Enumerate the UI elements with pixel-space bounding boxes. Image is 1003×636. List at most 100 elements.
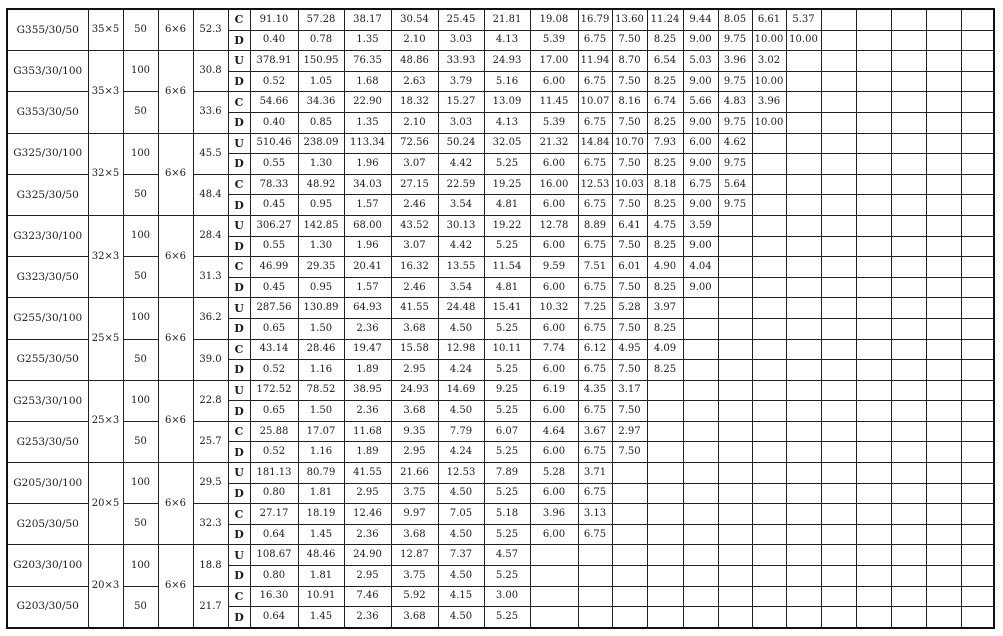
load-value: 5.03	[682, 50, 719, 72]
product-name: G325/30/100	[6, 132, 89, 175]
empty-cell	[717, 420, 753, 443]
load-type: D	[227, 565, 251, 587]
empty-cell	[717, 235, 753, 258]
load-value: 9.00	[682, 111, 719, 134]
load-value: 6.75	[577, 70, 613, 93]
load-value: 8.25	[646, 70, 684, 93]
empty-cell	[820, 379, 857, 402]
load-value: 12.46	[343, 503, 392, 525]
load-value: 6.75	[577, 153, 613, 175]
empty-cell	[960, 70, 995, 93]
load-value: 7.50	[611, 29, 648, 52]
load-value: 16.79	[577, 8, 613, 31]
empty-cell	[717, 585, 753, 608]
empty-cell	[855, 523, 892, 546]
product-name: G353/30/50	[6, 91, 89, 134]
load-type: D	[227, 70, 251, 93]
empty-cell	[785, 194, 822, 216]
empty-cell	[785, 297, 822, 319]
table-row: D 0.80 1.81 2.95 3.75 4.50 5.25 6.00 6.75	[7, 482, 995, 505]
load-value: 8.18	[646, 173, 684, 196]
bar-spacing: 100	[122, 214, 159, 258]
empty-cell	[890, 503, 927, 525]
empty-cell	[855, 441, 892, 464]
load-value: 3.03	[437, 29, 485, 52]
empty-cell	[820, 359, 857, 381]
empty-cell	[960, 194, 995, 216]
empty-cell	[717, 400, 753, 422]
unit-weight: 52.3	[192, 8, 229, 52]
load-value: 9.00	[682, 235, 719, 258]
empty-cell	[960, 359, 995, 381]
load-value: 78.52	[297, 379, 345, 402]
load-value: 113.34	[343, 132, 392, 155]
empty-cell	[682, 503, 719, 525]
empty-cell	[682, 338, 719, 361]
load-value: 510.46	[249, 132, 299, 155]
empty-cell	[960, 400, 995, 422]
load-value: 27.17	[249, 503, 299, 525]
load-value: 16.00	[529, 173, 579, 196]
load-value: 378.91	[249, 50, 299, 72]
load-type: D	[227, 111, 251, 134]
load-value: 50.24	[437, 132, 485, 155]
empty-cell	[611, 565, 648, 587]
empty-cell	[890, 523, 927, 546]
load-value: 8.89	[577, 214, 613, 237]
mesh-size: 6×6	[157, 214, 194, 299]
load-value: 7.50	[611, 276, 648, 299]
bar-size: 25×5	[87, 297, 124, 381]
empty-cell	[960, 111, 995, 134]
empty-cell	[611, 606, 648, 629]
empty-cell	[577, 585, 613, 608]
load-value: 6.00	[529, 441, 579, 464]
empty-cell	[751, 585, 787, 608]
empty-cell	[890, 29, 927, 52]
empty-cell	[717, 544, 753, 567]
load-value: 4.04	[682, 256, 719, 278]
empty-cell	[682, 523, 719, 546]
empty-cell	[820, 606, 857, 629]
load-value: 0.64	[249, 606, 299, 629]
load-value: 8.25	[646, 153, 684, 175]
load-value: 3.00	[483, 585, 531, 608]
product-name: G203/30/100	[6, 544, 89, 587]
load-value: 4.83	[717, 91, 753, 113]
load-value: 25.45	[437, 8, 485, 31]
load-value: 4.24	[437, 359, 485, 381]
empty-cell	[890, 482, 927, 505]
load-value: 16.32	[390, 256, 439, 278]
load-value: 5.92	[390, 585, 439, 608]
table-row: G323/30/50 50 31.3 C 46.99 29.35 20.41 16.32 13.…	[6, 256, 995, 299]
empty-cell	[925, 276, 962, 299]
empty-cell	[751, 214, 787, 237]
empty-cell	[682, 441, 719, 464]
load-value: 1.16	[297, 441, 345, 464]
load-value: 21.66	[390, 462, 439, 484]
empty-cell	[820, 338, 857, 361]
empty-cell	[820, 585, 857, 608]
empty-cell	[717, 379, 753, 402]
load-value: 0.52	[249, 70, 299, 93]
load-value: 6.00	[529, 153, 579, 175]
load-value: 6.19	[529, 379, 579, 402]
bar-spacing: 100	[122, 544, 159, 587]
load-type: U	[227, 297, 251, 319]
load-value: 4.13	[483, 29, 531, 52]
empty-cell	[960, 214, 995, 237]
load-value: 54.66	[249, 91, 299, 113]
empty-cell	[855, 235, 892, 258]
load-value: 2.10	[390, 29, 439, 52]
empty-cell	[785, 585, 822, 608]
load-value: 2.36	[343, 317, 392, 340]
bar-spacing: 100	[122, 132, 159, 175]
load-value: 108.67	[249, 544, 299, 567]
load-value: 1.50	[297, 400, 345, 422]
load-value: 6.00	[529, 70, 579, 93]
product-name: G325/30/50	[6, 173, 89, 216]
load-value: 6.75	[577, 317, 613, 340]
empty-cell	[529, 544, 579, 567]
load-type: D	[227, 400, 251, 422]
product-name: G353/30/100	[6, 50, 89, 93]
load-value: 48.86	[390, 50, 439, 72]
